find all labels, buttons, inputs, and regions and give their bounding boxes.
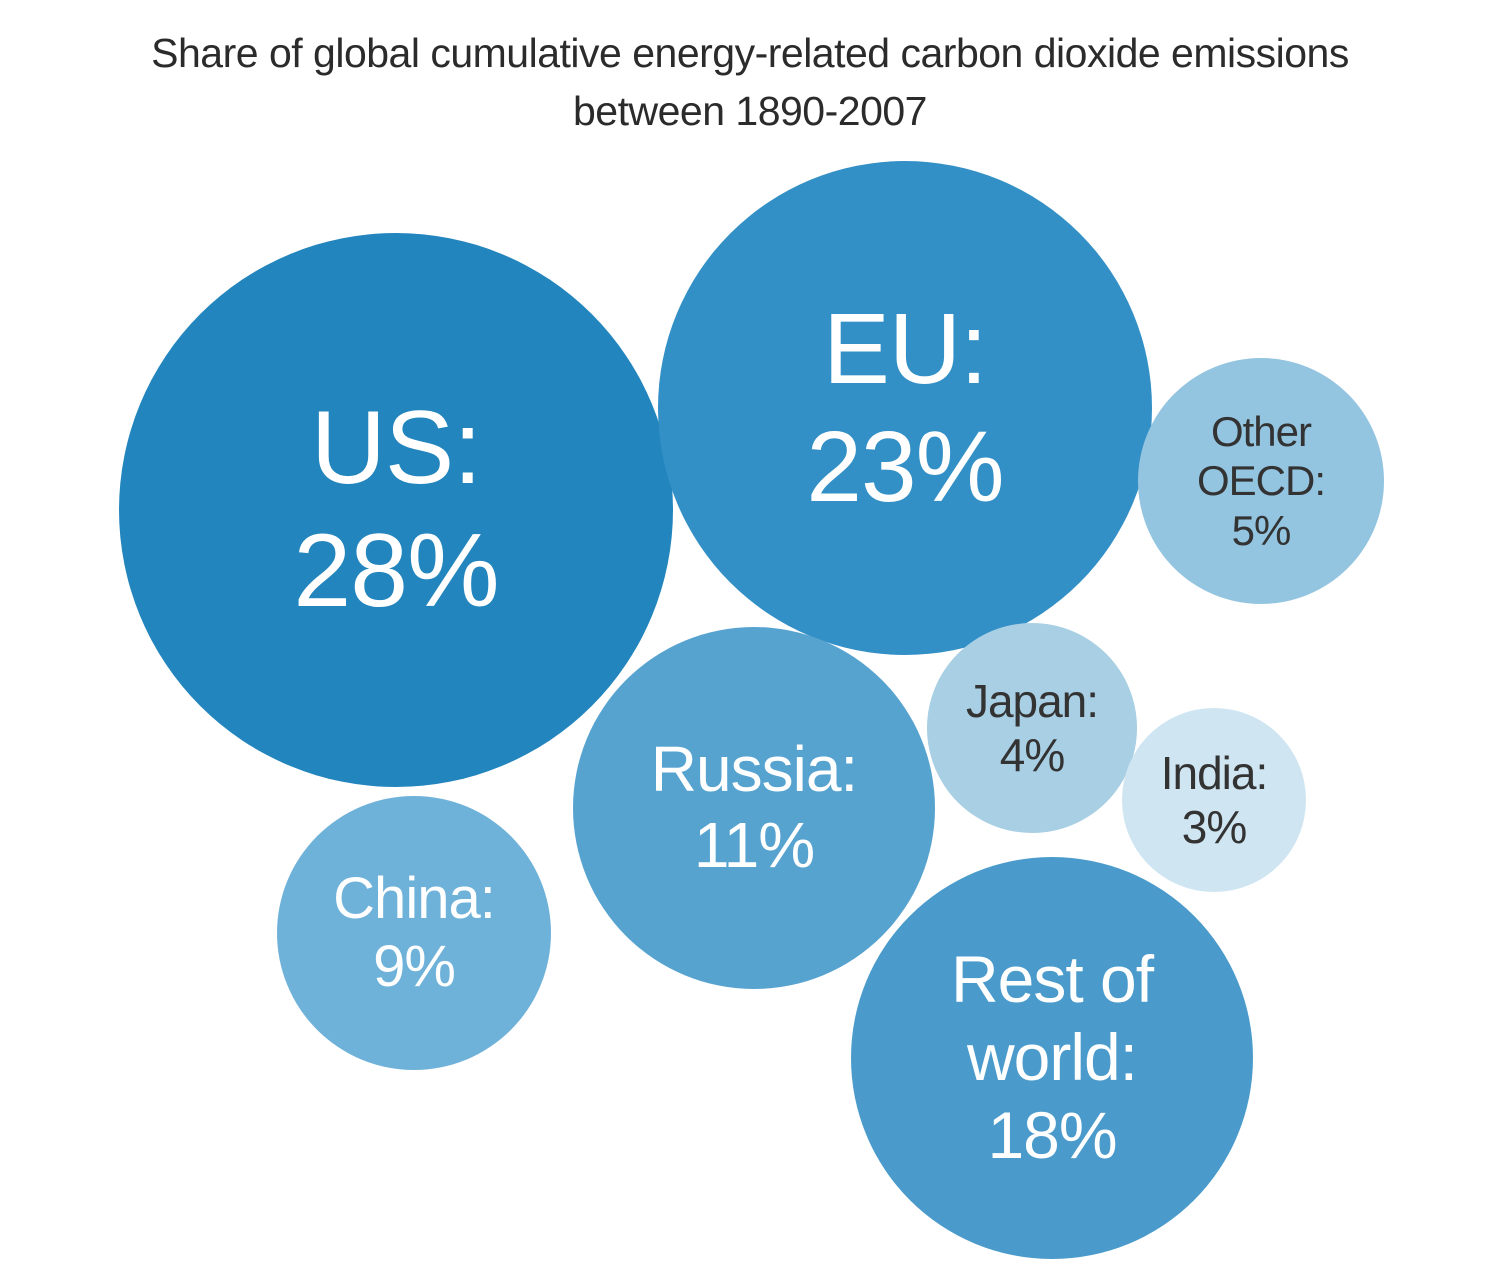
bubble-rest-of-world-value: 18% (987, 1097, 1117, 1172)
bubble-us-value: 28% (293, 513, 499, 629)
bubble-india-label: India: (1160, 746, 1269, 799)
bubble-china-label: China: (333, 865, 496, 931)
bubble-india: India: 3% (1122, 708, 1306, 892)
bubble-us-label: US: (310, 390, 482, 507)
bubble-eu-value: 23% (806, 411, 1004, 523)
chart-title-line2: between 1890-2007 (573, 88, 927, 135)
chart-title: Share of global cumulative energy-relate… (0, 24, 1500, 140)
bubble-eu: EU: 23% (658, 161, 1152, 655)
bubble-rest-of-world-label1: Rest of (950, 942, 1154, 1017)
bubble-other-oecd: Other OECD: 5% (1138, 358, 1384, 604)
bubble-russia-label: Russia: (650, 733, 858, 806)
bubble-other-oecd-value: 5% (1231, 506, 1292, 554)
bubble-russia-value: 11% (693, 809, 815, 881)
bubble-rest-of-world-label2: world: (966, 1020, 1138, 1095)
bubble-eu-label: EU: (823, 293, 988, 405)
bubble-japan-value: 4% (999, 729, 1065, 781)
bubble-japan-label: Japan: (965, 674, 1099, 727)
bubble-us: US: 28% (119, 233, 673, 787)
bubble-other-oecd-label1: Other (1210, 407, 1312, 455)
bubble-china-value: 9% (373, 934, 456, 999)
bubble-russia: Russia: 11% (573, 627, 935, 989)
chart-title-line1: Share of global cumulative energy-relate… (151, 30, 1349, 76)
bubble-china: China: 9% (277, 796, 551, 1070)
bubble-rest-of-world: Rest of world: 18% (851, 857, 1253, 1259)
bubble-japan: Japan: 4% (927, 623, 1137, 833)
bubble-other-oecd-label2: OECD: (1196, 457, 1326, 505)
bubble-india-value: 3% (1181, 801, 1247, 853)
